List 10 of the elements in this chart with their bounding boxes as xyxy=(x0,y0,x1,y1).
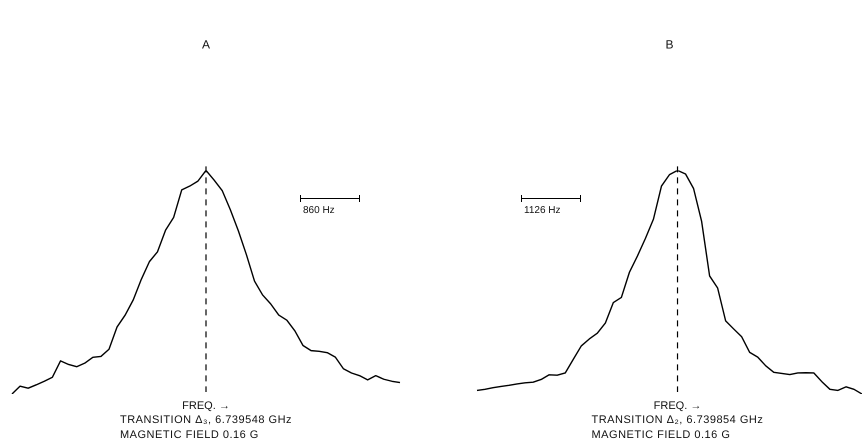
text: TRANSITION Δ₂, 6.739854 GHz xyxy=(592,414,764,426)
text: MAGNETIC FIELD 0.16 G xyxy=(120,429,259,441)
x-axis-title: FREQ. → xyxy=(654,400,702,412)
text: MAGNETIC FIELD 0.16 G xyxy=(592,429,730,441)
x-axis-title: FREQ. → xyxy=(182,400,230,412)
text: TRANSITION Δ₃, 6.739548 GHz xyxy=(120,414,292,426)
chart-title: B xyxy=(665,38,674,52)
chart-title: A xyxy=(202,38,210,52)
annotation: 860 Hz xyxy=(303,205,335,216)
annotation: 1126 Hz xyxy=(524,205,561,216)
